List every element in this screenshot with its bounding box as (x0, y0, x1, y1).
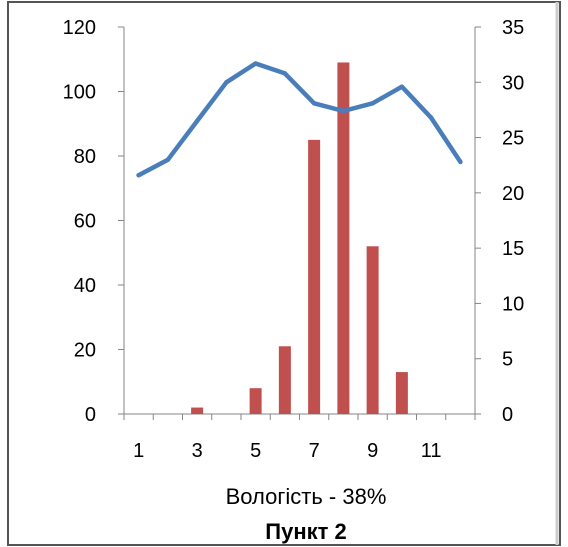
y-right-tick-label: 25 (502, 128, 524, 150)
y-left-tick-label: 80 (74, 146, 96, 168)
x-tick-label: 7 (309, 440, 320, 462)
bar (191, 407, 204, 414)
x-tick-label: 3 (192, 440, 203, 462)
y-left-tick-label: 120 (63, 17, 96, 39)
y-right-tick-label: 10 (502, 293, 524, 315)
bar (278, 346, 291, 414)
y-right-tick-label: 20 (502, 183, 524, 205)
x-tick-label: 5 (250, 440, 261, 462)
line-point (341, 108, 346, 114)
bar (395, 372, 408, 414)
y-left-tick-label: 20 (74, 340, 96, 362)
x-tick-label: 1 (133, 440, 144, 462)
line-point (136, 172, 141, 178)
chart-frame (7, 1, 561, 546)
line-point (458, 159, 463, 165)
line-point (399, 84, 405, 89)
chart-title: Пункт 2 (265, 519, 346, 544)
y-right-tick-label: 0 (502, 404, 513, 426)
line-point (165, 157, 171, 162)
axes (118, 26, 481, 420)
bar (308, 139, 321, 414)
line-point (253, 61, 258, 66)
bar (366, 246, 379, 414)
y-left-tick-label: 100 (63, 82, 96, 104)
y-right-tick-label: 15 (502, 238, 524, 260)
bar (337, 62, 350, 414)
line-series (136, 61, 463, 178)
x-tick-label: 11 (421, 440, 442, 462)
chart-subtitle: Вологість - 38% (226, 484, 387, 509)
y-left-tick-label: 0 (85, 404, 96, 426)
line-point (194, 118, 200, 124)
bar (249, 388, 262, 414)
line-point (311, 101, 317, 106)
y-right-tick-label: 5 (502, 349, 513, 371)
line-path (136, 61, 463, 178)
y-right-tick-label: 35 (502, 17, 524, 39)
bar-series (191, 62, 408, 414)
line-point (224, 80, 229, 85)
line-point (282, 71, 288, 76)
y-right-tick-label: 30 (502, 72, 524, 94)
y-left-tick-label: 60 (74, 211, 96, 233)
line-point (370, 101, 375, 106)
line-point (428, 115, 434, 120)
y-left-tick-label: 40 (74, 275, 96, 297)
x-tick-label: 9 (367, 440, 378, 462)
